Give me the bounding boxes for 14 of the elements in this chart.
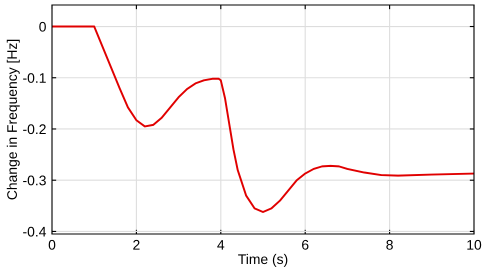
y-tick-label: -0.4 <box>23 226 46 237</box>
x-tick-label: 0 <box>48 240 56 250</box>
y-tick-label: -0.3 <box>23 176 46 186</box>
x-tick-label: 4 <box>217 240 224 250</box>
x-tick-label: 8 <box>386 240 393 250</box>
y-tick-label: -0.2 <box>23 124 46 134</box>
y-tick-label: 0 <box>39 22 46 32</box>
x-tick-label: 10 <box>467 240 482 250</box>
line-series <box>52 26 474 213</box>
x-tick-label: 6 <box>302 240 308 250</box>
x-axis-title: Time (s) <box>238 254 288 267</box>
x-tick-label: 2 <box>133 240 140 250</box>
y-axis-title: Change in Frequency [Hz] <box>6 40 20 200</box>
y-tick-label: -0.1 <box>23 73 46 83</box>
